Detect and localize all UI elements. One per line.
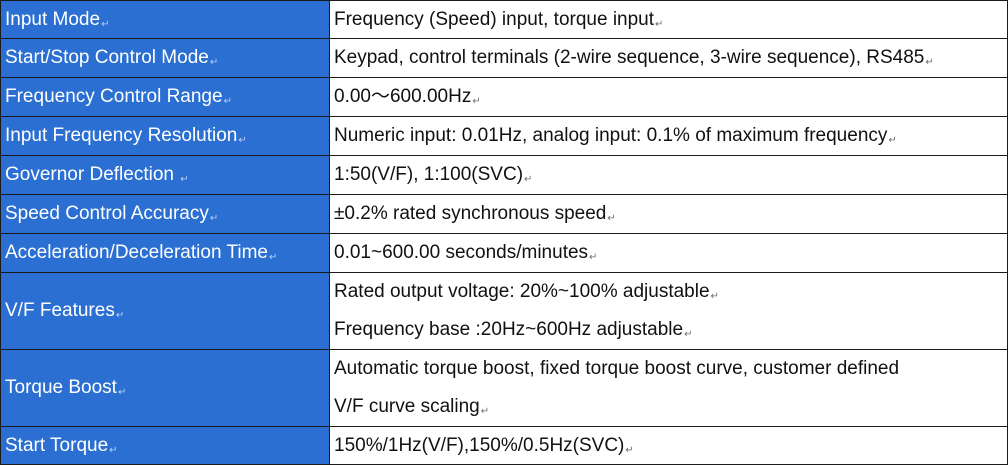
- table-row: Acceleration/Deceleration Time↵ 0.01~600…: [0, 233, 1008, 273]
- label-text: Start/Stop Control Mode: [5, 47, 209, 68]
- paragraph-mark-icon: ↵: [607, 213, 616, 224]
- table-row: Input Frequency Resolution↵ Numeric inpu…: [0, 116, 1008, 156]
- label-text: Governor Deflection: [5, 164, 174, 185]
- row-value-speed-control-accuracy: ±0.2% rated synchronous speed↵: [329, 194, 1008, 234]
- table-row: Speed Control Accuracy↵ ±0.2% rated sync…: [0, 194, 1008, 234]
- label-text: V/F Features: [5, 300, 115, 321]
- label-text: Speed Control Accuracy: [5, 203, 209, 224]
- paragraph-mark-icon: ↵: [684, 329, 693, 340]
- label-text: Frequency Control Range: [5, 86, 223, 107]
- paragraph-mark-icon: ↵: [625, 444, 634, 456]
- paragraph-mark-icon: ↵: [238, 135, 247, 146]
- value-line: Rated output voltage: 20%~100% adjustabl…: [334, 282, 1007, 302]
- paragraph-mark-icon: ↵: [472, 96, 481, 107]
- label-text: Input Frequency Resolution: [5, 125, 238, 146]
- row-label-start-torque: Start Torque↵: [0, 426, 330, 465]
- row-value-acceleration-deceleration-time: 0.01~600.00 seconds/minutes↵: [329, 233, 1008, 273]
- label-text: Input Mode: [5, 8, 101, 30]
- paragraph-mark-icon: ↵: [524, 174, 533, 185]
- value-text: ±0.2% rated synchronous speed: [334, 203, 607, 224]
- paragraph-mark-icon: ↵: [223, 96, 232, 107]
- row-value-start-torque: 150%/1Hz(V/F),150%/0.5Hz(SVC)↵: [329, 426, 1008, 465]
- value-text: Frequency base :20Hz~600Hz adjustable: [334, 319, 684, 340]
- value-lines: Automatic torque boost, fixed torque boo…: [334, 351, 1007, 426]
- value-text: Rated output voltage: 20%~100% adjustabl…: [334, 281, 710, 302]
- value-line: Frequency base :20Hz~600Hz adjustable↵: [334, 320, 1007, 340]
- row-value-input-mode: Frequency (Speed) input, torque input↵: [329, 0, 1008, 39]
- value-lines: Rated output voltage: 20%~100% adjustabl…: [334, 274, 1007, 349]
- row-value-torque-boost: Automatic torque boost, fixed torque boo…: [329, 349, 1008, 427]
- paragraph-mark-icon: ↵: [109, 444, 118, 456]
- paragraph-mark-icon: ↵: [710, 291, 719, 302]
- label-text: Acceleration/Deceleration Time: [5, 242, 268, 263]
- paragraph-mark-icon: ↵: [101, 18, 110, 30]
- row-value-frequency-control-range: 0.00～600.00Hz↵: [329, 77, 1008, 117]
- label-text: Start Torque: [5, 434, 109, 456]
- table-row: Governor Deflection ↵ 1:50(V/F), 1:100(S…: [0, 155, 1008, 195]
- value-line: Automatic torque boost, fixed torque boo…: [334, 359, 1007, 378]
- label-text: Torque Boost: [5, 377, 117, 398]
- row-label-acceleration-deceleration-time: Acceleration/Deceleration Time↵: [0, 233, 330, 273]
- row-label-frequency-control-range: Frequency Control Range↵: [0, 77, 330, 117]
- paragraph-mark-icon: ↵: [117, 387, 127, 398]
- value-text: 0.01~600.00 seconds/minutes: [334, 242, 589, 263]
- row-value-start-stop-control-mode: Keypad, control terminals (2-wire sequen…: [329, 38, 1008, 78]
- row-label-torque-boost: Torque Boost↵: [0, 349, 330, 427]
- value-text: 0.00～600.00Hz: [334, 86, 472, 107]
- row-value-governor-deflection: 1:50(V/F), 1:100(SVC)↵: [329, 155, 1008, 195]
- row-label-start-stop-control-mode: Start/Stop Control Mode↵: [0, 38, 330, 78]
- row-label-input-mode: Input Mode↵: [0, 0, 330, 39]
- paragraph-mark-icon: ↵: [589, 252, 598, 263]
- value-text: Numeric input: 0.01Hz, analog input: 0.1…: [334, 125, 888, 146]
- value-text: Frequency (Speed) input, torque input: [334, 8, 655, 30]
- table-row: V/F Features↵ Rated output voltage: 20%~…: [0, 272, 1008, 350]
- paragraph-mark-icon: ↵: [268, 252, 278, 263]
- paragraph-mark-icon: ↵: [209, 57, 219, 68]
- paragraph-mark-icon: ↵: [115, 310, 125, 321]
- row-label-vf-features: V/F Features↵: [0, 272, 330, 350]
- paragraph-mark-icon: ↵: [180, 174, 189, 185]
- paragraph-mark-icon: ↵: [209, 213, 219, 224]
- table-row: Start/Stop Control Mode↵ Keypad, control…: [0, 38, 1008, 78]
- table-row: Torque Boost↵ Automatic torque boost, fi…: [0, 349, 1008, 427]
- row-label-governor-deflection: Governor Deflection ↵: [0, 155, 330, 195]
- paragraph-mark-icon: ↵: [925, 57, 934, 68]
- paragraph-mark-icon: ↵: [655, 18, 664, 30]
- table-row: Frequency Control Range↵ 0.00～600.00Hz↵: [0, 77, 1008, 117]
- row-value-input-frequency-resolution: Numeric input: 0.01Hz, analog input: 0.1…: [329, 116, 1008, 156]
- table-row: Start Torque↵ 150%/1Hz(V/F),150%/0.5Hz(S…: [0, 426, 1008, 465]
- row-label-speed-control-accuracy: Speed Control Accuracy↵: [0, 194, 330, 234]
- value-text: 150%/1Hz(V/F),150%/0.5Hz(SVC): [334, 434, 625, 456]
- value-line: V/F curve scaling↵: [334, 397, 1007, 417]
- row-label-input-frequency-resolution: Input Frequency Resolution↵: [0, 116, 330, 156]
- value-text: 1:50(V/F), 1:100(SVC): [334, 164, 524, 185]
- table-row: Input Mode↵ Frequency (Speed) input, tor…: [0, 0, 1008, 39]
- paragraph-mark-icon: ↵: [888, 135, 897, 146]
- paragraph-mark-icon: ↵: [480, 405, 490, 417]
- value-text: Automatic torque boost, fixed torque boo…: [334, 358, 900, 380]
- value-text: V/F curve scaling: [334, 395, 480, 417]
- row-value-vf-features: Rated output voltage: 20%~100% adjustabl…: [329, 272, 1008, 350]
- value-text: Keypad, control terminals (2-wire sequen…: [334, 47, 925, 68]
